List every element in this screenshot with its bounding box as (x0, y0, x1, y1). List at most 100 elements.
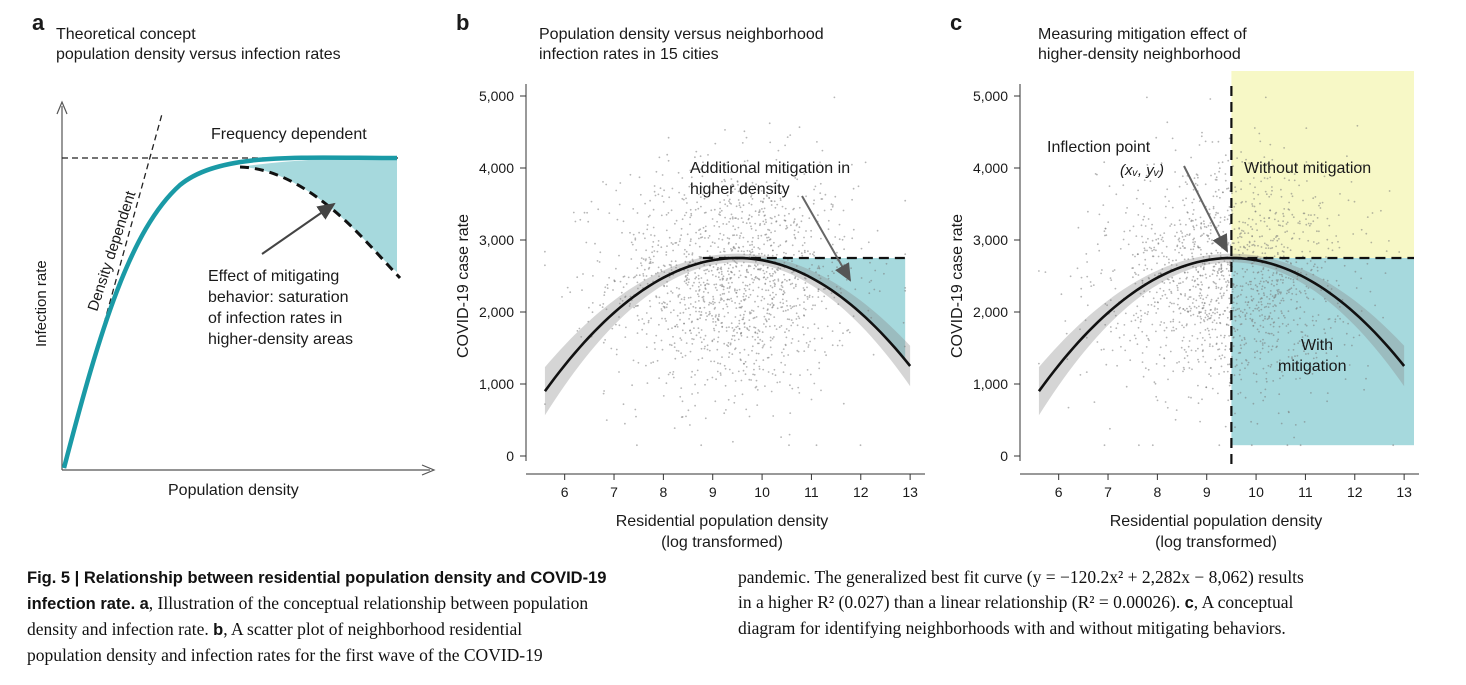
scatter-point (1254, 284, 1257, 287)
scatter-point (790, 224, 792, 227)
scatter-point (812, 202, 815, 205)
scatter-point (800, 252, 803, 255)
scatter-point (1122, 238, 1125, 241)
scatter-point (1107, 221, 1110, 224)
scatter-point (842, 332, 844, 335)
scatter-point (683, 194, 686, 196)
scatter-point (1112, 270, 1114, 272)
scatter-point (811, 264, 813, 266)
scatter-point (699, 196, 702, 198)
scatter-point (756, 277, 759, 280)
scatter-point (1216, 308, 1219, 310)
scatter-point (1202, 232, 1205, 235)
scatter-point (1188, 234, 1191, 237)
scatter-point (1360, 310, 1363, 312)
scatter-point (641, 328, 644, 331)
scatter-point (1221, 161, 1224, 164)
scatter-point (711, 218, 714, 220)
scatter-point (1369, 290, 1372, 293)
scatter-point (1288, 291, 1290, 294)
scatter-point (696, 201, 698, 204)
scatter-point (859, 444, 862, 447)
scatter-point (765, 289, 767, 292)
scatter-point (1215, 300, 1218, 302)
scatter-point (796, 223, 798, 226)
scatter-point (1132, 314, 1135, 317)
scatter-point (697, 318, 699, 321)
scatter-point (1277, 279, 1279, 281)
scatter-point (701, 186, 703, 188)
scatter-point (686, 277, 689, 279)
scatter-point (694, 404, 696, 407)
scatter-point (758, 209, 761, 212)
scatter-point (742, 236, 745, 239)
scatter-point (665, 213, 668, 216)
scatter-point (797, 195, 799, 198)
scatter-point (676, 326, 679, 328)
scatter-point (1259, 280, 1262, 283)
scatter-point (1162, 240, 1165, 243)
scatter-point (851, 237, 854, 240)
scatter-point (739, 274, 742, 277)
scatter-point (1205, 226, 1208, 229)
scatter-point (1183, 258, 1186, 261)
scatter-point (694, 374, 696, 376)
scatter-point (727, 398, 730, 401)
scatter-point (839, 287, 842, 290)
scatter-point (1324, 260, 1327, 263)
scatter-point (772, 279, 775, 282)
scatter-point (687, 297, 690, 299)
scatter-point (665, 382, 668, 385)
scatter-point (749, 244, 751, 247)
scatter-point (1168, 288, 1171, 291)
scatter-point (1337, 284, 1340, 287)
annot-a-4: higher-density areas (208, 331, 353, 348)
scatter-point (1256, 328, 1259, 331)
scatter-point (661, 317, 663, 320)
scatter-point (721, 285, 723, 288)
scatter-point (1277, 331, 1280, 333)
scatter-point (666, 303, 669, 306)
scatter-point (1212, 311, 1214, 314)
scatter-point (737, 250, 740, 253)
scatter-point (1266, 318, 1269, 320)
scatter-point (1236, 308, 1239, 310)
scatter-point (1309, 260, 1312, 262)
x-tick-label: 12 (853, 484, 869, 500)
scatter-point (1305, 218, 1307, 221)
scatter-point (833, 96, 836, 99)
scatter-point (815, 271, 817, 274)
scatter-point (1301, 250, 1304, 253)
scatter-point (1196, 337, 1199, 340)
scatter-point (1282, 255, 1285, 258)
scatter-point (1343, 343, 1346, 346)
caption-line6b: , A conceptual (1193, 592, 1294, 612)
scatter-point (791, 271, 793, 274)
scatter-point (786, 226, 789, 229)
scatter-point (622, 286, 625, 289)
scatter-point (790, 307, 792, 310)
scatter-point (1220, 295, 1223, 298)
scatter-point (645, 249, 647, 252)
scatter-point (717, 362, 719, 365)
scatter-point (1203, 262, 1206, 264)
scatter-point (1174, 418, 1177, 421)
scatter-point (1139, 320, 1142, 323)
scatter-point (1230, 208, 1233, 211)
scatter-point (1198, 305, 1200, 308)
scatter-point (1218, 170, 1220, 173)
annot-a-2: behavior: saturation (208, 289, 349, 306)
scatter-point (649, 199, 651, 202)
scatter-point (675, 219, 678, 222)
scatter-point (1153, 163, 1155, 166)
scatter-point (1198, 312, 1200, 315)
scatter-point (1225, 267, 1228, 270)
scatter-point (1197, 246, 1200, 249)
scatter-point (1291, 237, 1294, 240)
scatter-point (1260, 246, 1263, 248)
scatter-point (785, 171, 788, 173)
scatter-point (1164, 263, 1166, 266)
scatter-point (713, 360, 716, 363)
scatter-point (1209, 229, 1212, 231)
scatter-point (803, 314, 806, 317)
